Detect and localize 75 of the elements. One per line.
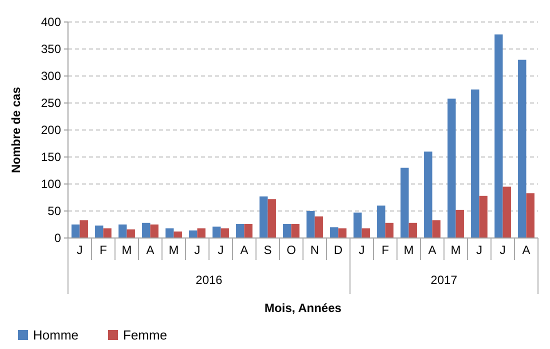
x-tick-label: M — [404, 243, 414, 257]
y-tick-label: 200 — [40, 123, 62, 138]
y-tick-label: 100 — [40, 177, 62, 192]
bar — [244, 224, 252, 238]
y-tick-label: 400 — [40, 15, 62, 30]
bar — [306, 211, 315, 238]
x-tick-label: M — [450, 243, 461, 257]
y-tick-label: 350 — [40, 42, 62, 56]
bar — [118, 224, 127, 238]
bar — [377, 206, 386, 238]
bar — [189, 230, 198, 238]
bar — [330, 227, 338, 238]
bar — [362, 228, 370, 238]
x-tick-label: A — [240, 243, 248, 257]
x-tick-label: D — [334, 243, 343, 257]
bar — [424, 152, 432, 238]
x-tick-label: M — [122, 243, 132, 257]
bar — [95, 226, 104, 238]
bar — [268, 199, 276, 238]
bar — [197, 228, 206, 238]
bar — [432, 220, 440, 238]
legend-label: Femme — [123, 328, 168, 343]
bar — [479, 196, 488, 238]
bar — [494, 34, 503, 238]
x-tick-label: J — [194, 243, 200, 257]
x-tick-label: A — [428, 243, 436, 257]
x-tick-label: F — [382, 243, 389, 257]
y-tick-label: 0 — [54, 231, 62, 246]
bar — [142, 222, 150, 238]
bar — [166, 228, 174, 238]
x-tick-label: A — [522, 243, 530, 257]
y-axis-title: Nombre de cas — [9, 86, 23, 174]
bar — [471, 90, 480, 238]
x-tick-label: J — [476, 243, 482, 257]
bar — [220, 228, 229, 238]
bar — [456, 210, 464, 238]
y-tick-label: 250 — [40, 96, 62, 110]
x-tick-label: M — [168, 243, 179, 257]
bar — [174, 232, 182, 238]
bar — [314, 216, 323, 238]
bar — [385, 222, 394, 238]
bar — [260, 196, 268, 238]
bar — [400, 168, 409, 238]
x-tick-label: J — [358, 243, 365, 257]
y-tick-label: 50 — [48, 204, 62, 218]
x-tick-label: N — [310, 243, 320, 257]
bar — [103, 228, 112, 238]
x-tick-label: F — [100, 243, 107, 257]
bar — [80, 220, 88, 238]
x-tick-label: S — [264, 243, 272, 257]
legend-label: Homme — [33, 328, 79, 343]
bar — [448, 98, 456, 238]
bar — [126, 229, 135, 238]
x-tick-label: J — [218, 243, 224, 257]
bar — [72, 224, 80, 238]
x-tick-label: O — [286, 243, 296, 257]
bar — [338, 228, 346, 238]
bar — [408, 222, 417, 238]
bar — [283, 224, 292, 238]
x-tick-label: A — [146, 243, 154, 257]
x-tick-label: J — [500, 243, 506, 257]
text: 2017 — [430, 273, 458, 287]
bar — [236, 224, 244, 238]
bar — [526, 193, 534, 238]
bar — [518, 60, 526, 238]
y-tick-label: 300 — [40, 69, 62, 84]
bar — [502, 186, 511, 238]
x-tick-label: J — [76, 243, 83, 257]
x-axis-title: Mois, Années — [264, 301, 342, 315]
bar — [291, 224, 300, 238]
y-tick-label: 150 — [40, 150, 62, 164]
bar — [354, 212, 362, 238]
text: 2016 — [196, 273, 223, 287]
bar — [212, 226, 221, 238]
bar — [150, 224, 158, 238]
